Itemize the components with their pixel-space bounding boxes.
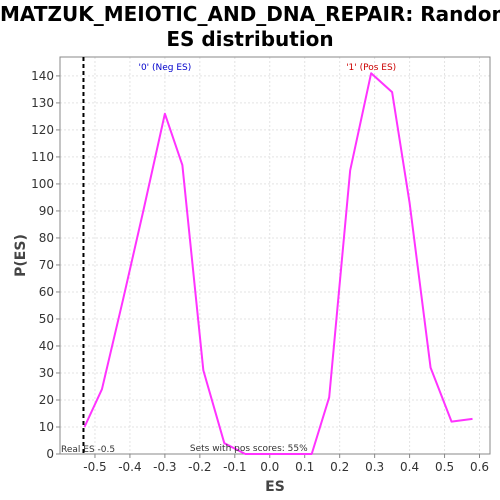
y-tick-label: 70 <box>39 258 54 272</box>
plot-area <box>59 56 491 455</box>
y-axis-label: P(ES) <box>13 234 29 277</box>
x-tick-label: 0.4 <box>400 460 419 474</box>
chart-title-line-2: ES distribution <box>166 27 334 51</box>
x-tick-label: -0.4 <box>118 460 141 474</box>
y-tick-label: 60 <box>39 285 54 299</box>
x-axis-ticks: -0.5 -0.4 -0.3 -0.2 -0.1 0.0 0.1 0.2 0.3 0.4 0.5 0.… <box>83 454 489 474</box>
y-tick-label: 30 <box>39 366 54 380</box>
x-tick-label: 0.5 <box>435 460 454 474</box>
x-tick-label: 0.1 <box>295 460 314 474</box>
x-tick-label: 0.6 <box>470 460 489 474</box>
y-tick-label: 120 <box>31 123 54 137</box>
y-tick-label: 20 <box>39 393 54 407</box>
x-tick-label: -0.2 <box>188 460 211 474</box>
y-tick-label: 110 <box>31 150 54 164</box>
x-tick-label: 0.0 <box>260 460 279 474</box>
x-axis-label: ES <box>265 479 285 495</box>
x-tick-label: -0.5 <box>83 460 106 474</box>
y-tick-label: 100 <box>31 177 54 191</box>
series-line <box>83 72 473 455</box>
x-tick-label: 0.3 <box>365 460 384 474</box>
x-tick-label: 0.2 <box>330 460 349 474</box>
y-tick-label: 130 <box>31 96 54 110</box>
series-layer <box>83 72 473 455</box>
y-tick-label: 80 <box>39 231 54 245</box>
real-es-label: Real ES -0.5 <box>61 445 115 455</box>
y-tick-label: 40 <box>39 339 54 353</box>
pos-es-label: '1' (Pos ES) <box>346 63 396 73</box>
y-tick-label: 0 <box>46 447 54 461</box>
grid-lines <box>60 57 490 455</box>
x-tick-label: -0.3 <box>153 460 176 474</box>
y-tick-label: 50 <box>39 312 54 326</box>
y-tick-label: 90 <box>39 204 54 218</box>
pos-scores-label: Sets with pos scores: 55% <box>190 444 308 454</box>
chart-title-line-1: MATZUK_MEIOTIC_AND_DNA_REPAIR: Random <box>0 2 500 26</box>
x-tick-label: -0.1 <box>223 460 246 474</box>
y-tick-label: 140 <box>31 69 54 83</box>
neg-es-label: '0' (Neg ES) <box>138 63 191 73</box>
y-tick-label: 10 <box>39 420 54 434</box>
y-axis-ticks: 0 10 20 30 40 50 60 70 80 90 100 110 120 130 140 <box>31 69 60 461</box>
